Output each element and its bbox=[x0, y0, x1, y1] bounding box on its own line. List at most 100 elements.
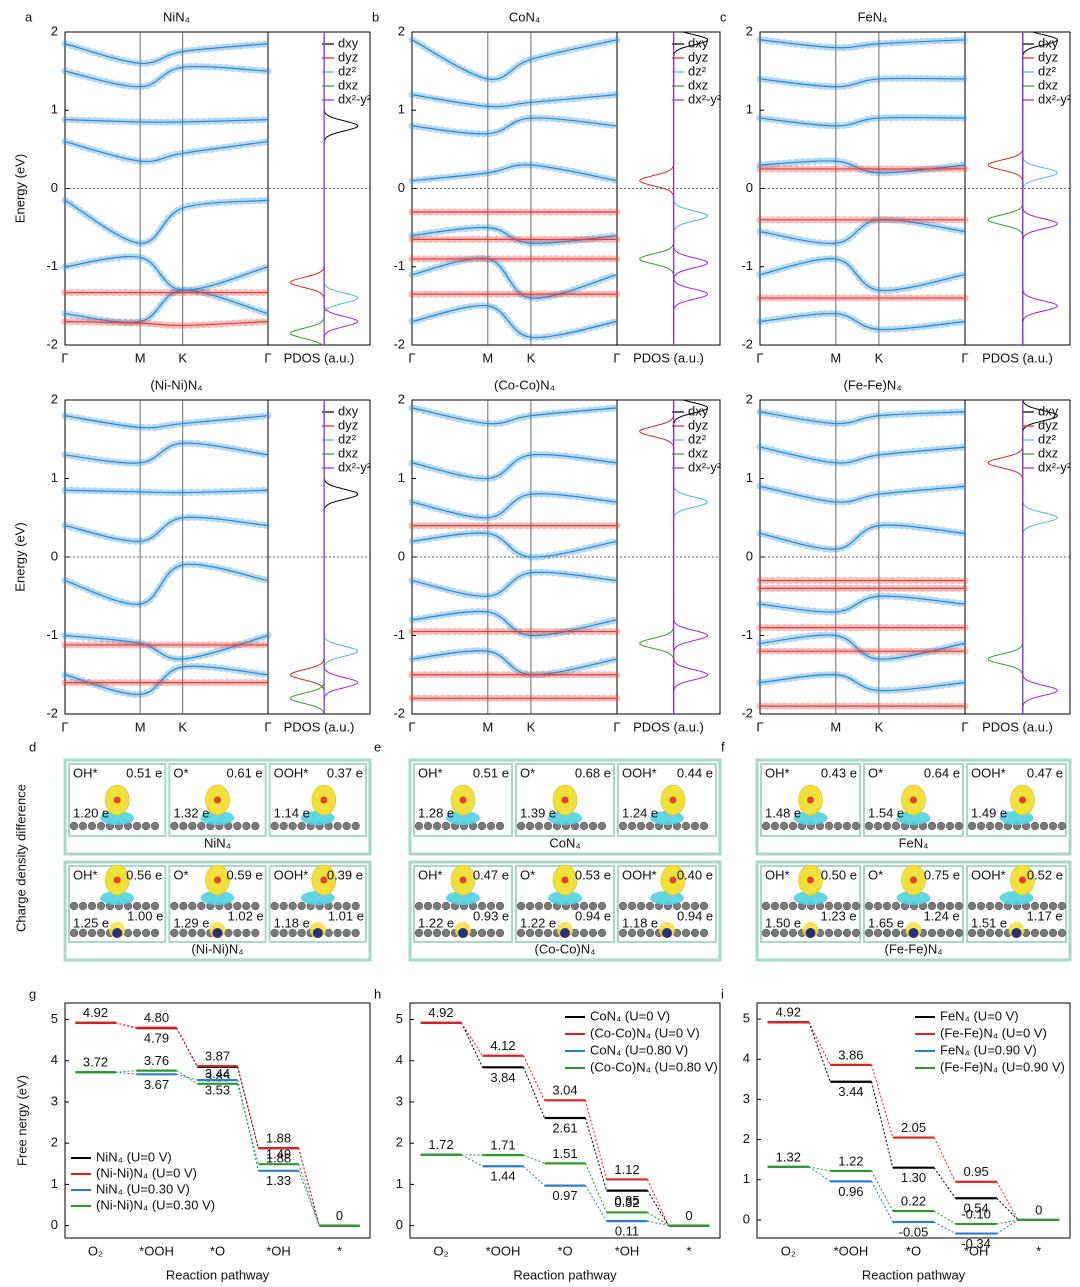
x-tick-label: Γ bbox=[613, 719, 620, 734]
y-tick-label: 0 bbox=[396, 1217, 403, 1232]
atom bbox=[170, 928, 179, 938]
atom bbox=[87, 821, 97, 831]
atom bbox=[516, 928, 526, 938]
legend-label: dxz bbox=[1038, 445, 1058, 460]
value-label: 3.87 bbox=[205, 1049, 230, 1064]
atom bbox=[1057, 821, 1067, 831]
atom bbox=[967, 821, 977, 831]
value-label: 2.05 bbox=[901, 1120, 926, 1135]
metal-charge: 1.28 e bbox=[418, 805, 454, 820]
panel-letter: f bbox=[721, 739, 725, 754]
atom bbox=[699, 901, 709, 911]
x-tick-label: Γ bbox=[613, 350, 620, 365]
atom bbox=[1030, 821, 1040, 831]
atom bbox=[170, 901, 179, 911]
value-label: 1.49 bbox=[266, 1147, 291, 1162]
metal-charge: 1.49 e bbox=[971, 805, 1007, 820]
y-tick-label: 4 bbox=[396, 1052, 403, 1067]
band-line bbox=[411, 94, 618, 108]
legend-label: CoN₄ (U=0.80 V) bbox=[590, 1042, 688, 1057]
atom bbox=[270, 928, 279, 938]
metal-atom bbox=[458, 928, 468, 938]
band-line bbox=[411, 571, 618, 597]
adsorbate-charge: 0.68 e bbox=[575, 765, 611, 780]
atom bbox=[132, 928, 142, 938]
band-halo bbox=[408, 114, 621, 138]
band-halo bbox=[756, 310, 969, 333]
legend-label: dxy bbox=[688, 403, 709, 418]
atom bbox=[297, 821, 306, 831]
legend-label: (Co-Co)N₄ (U=0 V) bbox=[590, 1025, 700, 1040]
legend-label: (Ni-Ni)N₄ (U=0.30 V) bbox=[96, 1197, 215, 1212]
atom bbox=[864, 928, 874, 938]
legend-label: dz² bbox=[338, 63, 357, 78]
panel-letter: d bbox=[29, 739, 36, 754]
value-label: 0.22 bbox=[901, 1194, 926, 1209]
depletion bbox=[446, 891, 480, 905]
atom bbox=[891, 901, 901, 911]
connector bbox=[237, 1083, 259, 1165]
band-line bbox=[759, 77, 966, 88]
band-line bbox=[64, 516, 269, 542]
y-tick-label: 1 bbox=[51, 470, 58, 485]
legend-label: dz² bbox=[338, 431, 357, 446]
lower-metal-charge: 1.18 e bbox=[622, 915, 658, 930]
atom bbox=[627, 821, 637, 831]
x-tick-label: *OOH bbox=[139, 1243, 174, 1258]
depletion bbox=[793, 891, 828, 905]
atom bbox=[477, 928, 487, 938]
oxygen bbox=[669, 876, 677, 884]
connector bbox=[115, 1022, 137, 1029]
pdos-label: PDOS (a.u.) bbox=[633, 719, 704, 734]
x-axis-label: Reaction pathway bbox=[166, 1267, 270, 1282]
chart-title: NiN₄ bbox=[163, 9, 190, 24]
band-line bbox=[759, 595, 966, 613]
x-tick-label: K bbox=[527, 719, 536, 734]
species-label: OH* bbox=[765, 867, 790, 882]
connector bbox=[115, 1071, 137, 1075]
band-halo bbox=[756, 592, 969, 616]
pdos-label: PDOS (a.u.) bbox=[284, 350, 355, 365]
x-tick-label: K bbox=[527, 350, 536, 365]
y-tick-label: -1 bbox=[393, 627, 405, 642]
connector bbox=[996, 1181, 1019, 1221]
atom bbox=[288, 821, 297, 831]
pdos-label: PDOS (a.u.) bbox=[982, 719, 1053, 734]
atom bbox=[87, 928, 97, 938]
atom bbox=[432, 821, 442, 831]
atom bbox=[432, 928, 442, 938]
connector bbox=[871, 1170, 894, 1212]
atom bbox=[525, 821, 535, 831]
depletion bbox=[896, 811, 931, 825]
atom bbox=[1030, 928, 1040, 938]
species-label: O* bbox=[868, 765, 883, 780]
value-label: 0.96 bbox=[838, 1184, 863, 1199]
atom bbox=[779, 901, 789, 911]
value-label: 3.04 bbox=[552, 1083, 577, 1098]
atom bbox=[179, 821, 188, 831]
adsorbate-charge: 0.43 e bbox=[821, 765, 857, 780]
atom bbox=[351, 928, 360, 938]
x-tick-label: Γ bbox=[961, 350, 968, 365]
x-tick-label: Γ bbox=[264, 719, 271, 734]
atom bbox=[333, 928, 342, 938]
atom bbox=[170, 821, 179, 831]
value-label: 1.33 bbox=[266, 1173, 291, 1188]
x-tick-label: *OOH bbox=[834, 1243, 869, 1258]
atom bbox=[333, 901, 342, 911]
atom bbox=[761, 928, 771, 938]
x-tick-label: O₂ bbox=[433, 1243, 448, 1258]
y-tick-label: 1 bbox=[51, 102, 58, 117]
band-line bbox=[64, 442, 269, 464]
metal-atom bbox=[805, 928, 816, 938]
atom bbox=[351, 821, 360, 831]
connector bbox=[523, 1154, 545, 1164]
atom bbox=[516, 901, 526, 911]
atom bbox=[534, 821, 544, 831]
legend-label: dyz bbox=[688, 417, 708, 432]
legend-label: dxz bbox=[688, 445, 708, 460]
atom bbox=[588, 821, 598, 831]
x-axis-label: Reaction pathway bbox=[513, 1267, 617, 1282]
connector bbox=[647, 1179, 669, 1226]
atom bbox=[188, 928, 197, 938]
